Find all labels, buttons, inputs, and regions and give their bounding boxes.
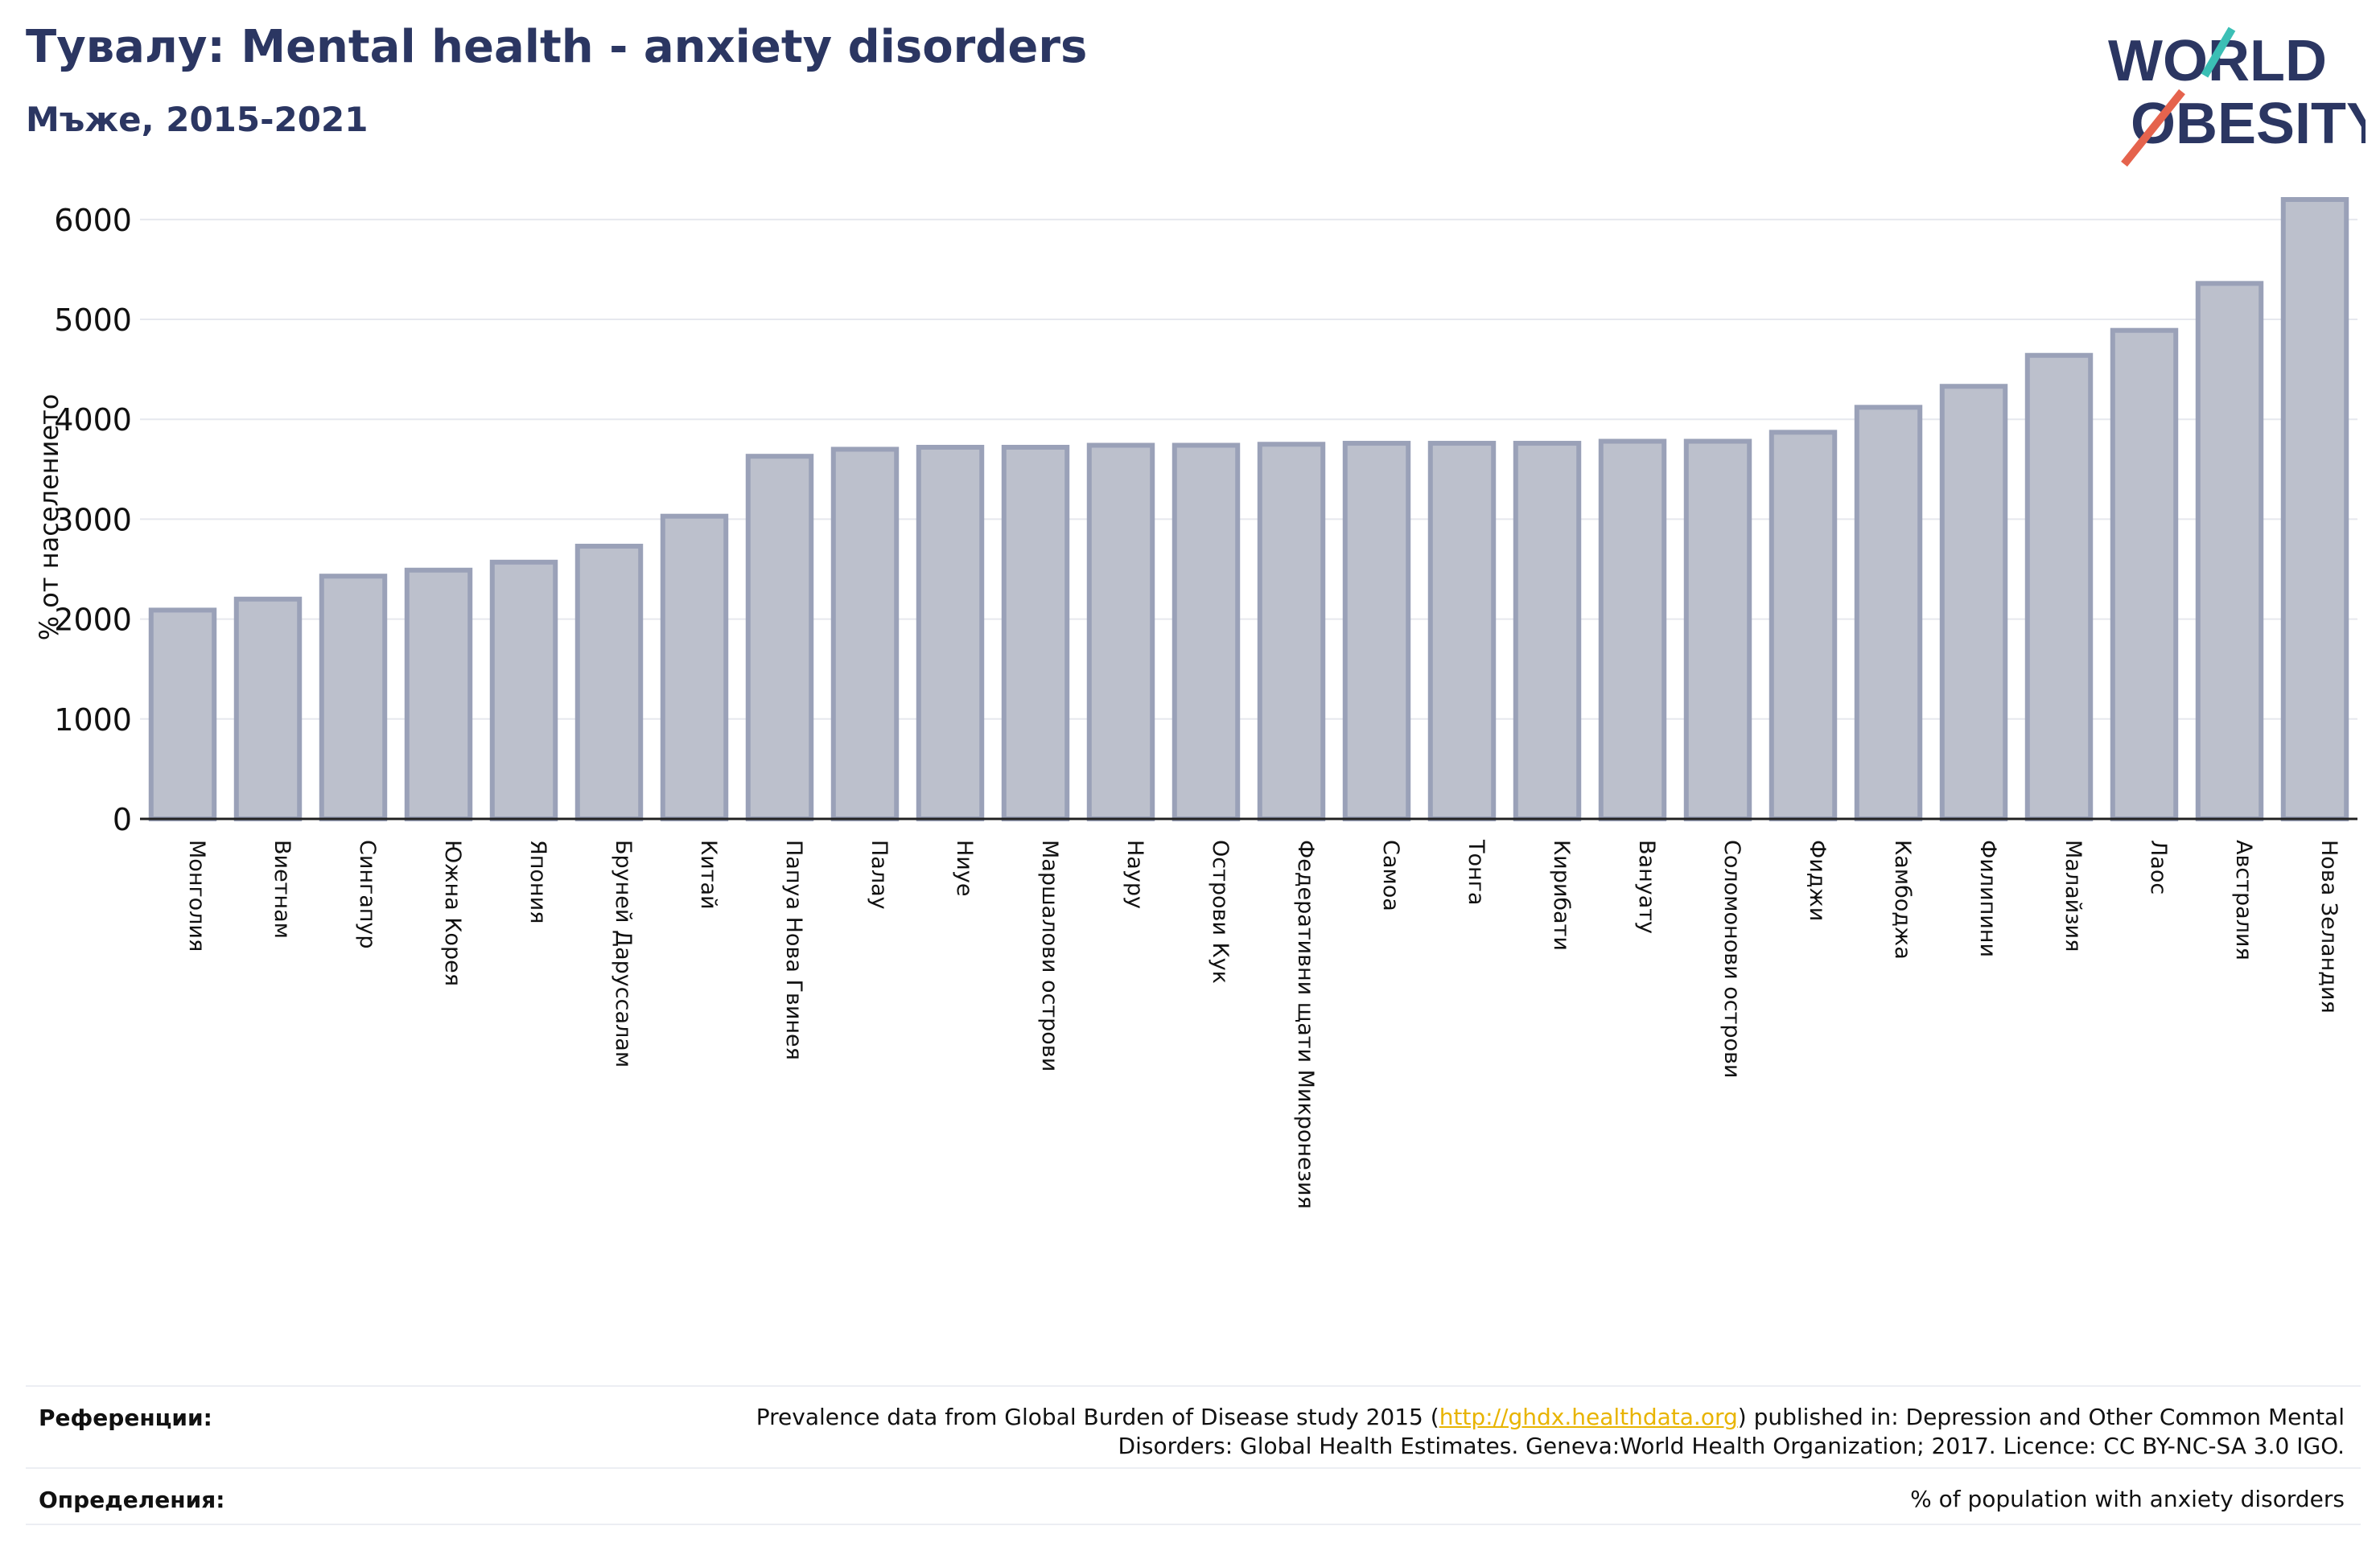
bar — [1171, 442, 1241, 821]
references-post: ) published in: Depression and Other Com… — [1737, 1404, 2345, 1430]
x-tick-label: Бруней Даруссалам — [611, 840, 636, 1067]
bar — [2195, 281, 2264, 821]
bar — [830, 446, 900, 822]
x-tick-label: Япония — [525, 840, 550, 923]
x-tick-label: Монголия — [184, 840, 209, 952]
y-tick-labels: 0 1000 2000 3000 4000 5000 6000 — [54, 203, 132, 837]
bar — [745, 454, 814, 821]
x-tick-label: Кирибати — [1549, 840, 1574, 951]
x-tick-label: Лаос — [2146, 840, 2171, 895]
y-tick-label: 2000 — [54, 603, 132, 638]
bar — [660, 513, 729, 821]
x-tick-label: Сингапур — [355, 840, 380, 949]
bar — [1001, 445, 1070, 821]
x-tick-label: Острови Кук — [1208, 840, 1233, 984]
y-tick-label: 0 — [113, 802, 132, 837]
references-text: Prevalence data from Global Burden of Di… — [756, 1403, 2345, 1461]
x-tick-label: Маршалови острови — [1037, 840, 1062, 1071]
bar — [233, 596, 303, 821]
grid-lines — [140, 218, 2357, 720]
logo-slash-teal — [2201, 27, 2236, 78]
bar — [1086, 442, 1155, 821]
bar — [1257, 442, 1326, 821]
x-tick-label: Папуа Нова Гвинея — [781, 840, 806, 1060]
x-tick-labels: Монголия Виетнам Сингапур Южна Корея Япония Б… — [184, 839, 2341, 1209]
logo-slash-red — [2121, 88, 2185, 167]
x-tick-label: Науру — [1122, 840, 1147, 909]
bar — [2024, 352, 2094, 821]
bar — [1939, 384, 2008, 821]
y-tick-label: 5000 — [54, 302, 132, 338]
y-tick-label: 3000 — [54, 502, 132, 537]
bar — [2280, 197, 2349, 821]
x-tick-label: Фиджи — [1805, 840, 1830, 921]
bars — [148, 197, 2349, 822]
footer-divider-bottom — [26, 1524, 2361, 1525]
references-link[interactable]: http://ghdx.healthdata.org — [1439, 1404, 1738, 1430]
references-label: Референции: — [39, 1405, 212, 1431]
y-axis-label: % от населението — [34, 394, 64, 641]
x-tick-label: Виетнам — [270, 840, 294, 939]
x-tick-label: Соломонови острови — [1719, 840, 1744, 1078]
world-obesity-logo: WORLD OBESITY — [2108, 27, 2366, 167]
x-tick-label: Южна Корея — [440, 840, 465, 986]
x-tick-label: Палау — [867, 840, 891, 910]
x-tick-label: Нова Зеландия — [2316, 840, 2341, 1014]
y-tick-label: 1000 — [54, 702, 132, 738]
x-tick-label: Тонга — [1464, 839, 1489, 905]
x-tick-label: Вануату — [1634, 840, 1659, 934]
bar — [1427, 441, 1497, 822]
bar — [404, 567, 473, 821]
y-tick-label: 4000 — [54, 402, 132, 438]
footer-divider-middle — [26, 1467, 2361, 1469]
bar — [1342, 441, 1411, 822]
x-tick-label: Самоа — [1378, 840, 1403, 911]
x-tick-label: Австралия — [2231, 840, 2256, 960]
bar — [1513, 441, 1582, 822]
x-tick-label: Филипини — [1975, 840, 2000, 957]
definitions-text: % of population with anxiety disorders — [1910, 1486, 2345, 1512]
bar — [1683, 438, 1752, 821]
bar — [574, 543, 644, 821]
chart-subtitle: Мъже, 2015-2021 — [26, 100, 369, 139]
bar — [489, 559, 558, 821]
references-line2: Disorders: Global Health Estimates. Gene… — [1118, 1433, 2345, 1459]
bar — [148, 607, 217, 821]
x-tick-label: Китай — [696, 840, 721, 910]
x-tick-label: Малайзия — [2061, 840, 2086, 952]
bar — [916, 445, 985, 821]
bar — [1854, 405, 1923, 821]
x-tick-label: Камбоджа — [1890, 840, 1915, 960]
footer-divider-top — [26, 1385, 2361, 1387]
x-tick-label: Ниуе — [952, 840, 977, 896]
bar — [2110, 327, 2179, 821]
references-pre: Prevalence data from Global Burden of Di… — [756, 1404, 1439, 1430]
definitions-label: Определения: — [39, 1487, 225, 1513]
y-tick-label: 6000 — [54, 203, 132, 238]
x-tick-label: Федеративни щати Микронезия — [1293, 840, 1318, 1209]
bar-chart: 0 1000 2000 3000 4000 5000 6000 Монголия Виетна… — [34, 197, 2357, 1209]
bar — [1598, 438, 1667, 821]
bar — [1769, 430, 1838, 821]
bar — [319, 574, 388, 821]
chart-title: Тувалу: Mental health - anxiety disorder… — [26, 21, 1088, 73]
